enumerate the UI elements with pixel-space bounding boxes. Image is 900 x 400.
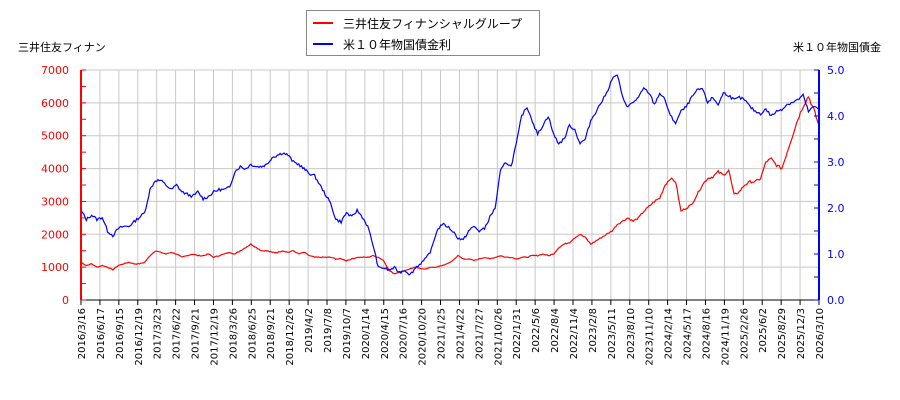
x-tick-label: 2019/4/2: [304, 308, 315, 353]
x-tick-label: 2018/3/26: [228, 308, 239, 359]
x-tick-label: 2022/8/4: [550, 308, 561, 353]
x-tick-label: 2019/7/8: [323, 308, 334, 353]
x-tick-label: 2021/1/25: [437, 308, 448, 359]
right-tick-label: 5.0: [827, 64, 845, 77]
x-tick-label: 2025/2/26: [739, 308, 750, 359]
x-tick-label: 2017/6/22: [172, 308, 183, 359]
us10y-yield-line: [80, 74, 820, 276]
chart-legend: 三井住友フィナンシャルグループ 米１０年物国債金利: [306, 10, 540, 56]
x-tick-label: 2020/10/20: [418, 308, 429, 366]
left-tick-label: 6000: [41, 97, 69, 110]
right-tick-label: 0.0: [827, 294, 845, 307]
x-tick-label: 2016/3/16: [77, 308, 88, 359]
legend-label-us10y: 米１０年物国債金利: [343, 37, 452, 52]
x-tick-label: 2024/11/19: [720, 308, 731, 366]
x-tick-label: 2016/12/19: [134, 308, 145, 366]
x-tick-label: 2016/6/17: [96, 308, 107, 359]
x-tick-label: 2024/2/14: [664, 308, 675, 359]
x-tick-label: 2023/5/11: [607, 308, 618, 359]
x-tick-label: 2025/8/29: [777, 308, 788, 359]
x-tick-label: 2020/7/16: [399, 308, 410, 359]
x-tick-label: 2016/9/15: [115, 308, 126, 359]
left-tick-label: 1000: [41, 261, 69, 274]
x-tick-label: 2022/5/6: [531, 308, 542, 353]
x-tick-label: 2021/10/26: [493, 308, 504, 366]
grid-lines: [81, 69, 819, 300]
left-tick-label: 3000: [41, 195, 69, 208]
x-tick-label: 2023/2/8: [588, 308, 599, 353]
legend-swatch-red: [313, 22, 333, 24]
x-tick-label: 2021/7/27: [474, 308, 485, 359]
x-tick-label: 2017/9/21: [191, 308, 202, 359]
right-tick-label: 4.0: [827, 110, 845, 123]
x-tick-label: 2018/9/21: [266, 308, 277, 359]
x-tick-label: 2017/12/19: [209, 308, 220, 366]
x-tick-label: 2018/12/26: [285, 308, 296, 366]
legend-swatch-blue: [313, 43, 333, 45]
right-tick-label: 1.0: [827, 248, 845, 261]
x-tick-label: 2025/12/3: [796, 308, 807, 359]
x-tick-label: 2024/5/17: [683, 308, 694, 359]
right-axis-title: 米１０年物国債金: [793, 41, 881, 54]
legend-item-smfg: 三井住友フィナンシャルグループ: [313, 13, 522, 33]
x-tick-label: 2022/11/4: [569, 308, 580, 359]
x-tick-label: 2022/1/31: [512, 308, 523, 359]
axes: 2016/3/16 2016/6/17 2016/9/15 2016/12/19 201…: [41, 64, 845, 366]
x-tick-label: 2017/3/23: [153, 308, 164, 359]
left-tick-label: 7000: [41, 64, 69, 77]
x-tick-label: 2025/6/2: [758, 308, 769, 353]
right-tick-label: 2.0: [827, 202, 845, 215]
x-tick-label: 2020/4/15: [380, 308, 391, 359]
x-tick-label: 2026/3/10: [815, 308, 826, 359]
left-tick-label: 4000: [41, 163, 69, 176]
x-tick-label: 2019/10/7: [342, 308, 353, 359]
x-tick-label: 2021/4/22: [455, 308, 466, 359]
x-tick-label: 2023/8/10: [626, 308, 637, 359]
left-tick-label: 5000: [41, 130, 69, 143]
left-tick-label: 2000: [41, 228, 69, 241]
smfg-price-line: [80, 95, 820, 275]
x-tick-label: 2020/1/14: [361, 308, 372, 359]
left-axis-title: 三井住友フィナン: [18, 41, 106, 54]
x-tick-label: 2024/8/16: [701, 308, 712, 359]
legend-label-smfg: 三井住友フィナンシャルグループ: [343, 16, 523, 31]
x-tick-label: 2023/11/10: [645, 308, 656, 366]
legend-item-us10y: 米１０年物国債金利: [313, 34, 451, 54]
x-tick-label: 2018/6/25: [247, 308, 258, 359]
left-tick-label: 0: [62, 294, 69, 307]
right-tick-label: 3.0: [827, 156, 845, 169]
series-lines: [80, 74, 820, 276]
